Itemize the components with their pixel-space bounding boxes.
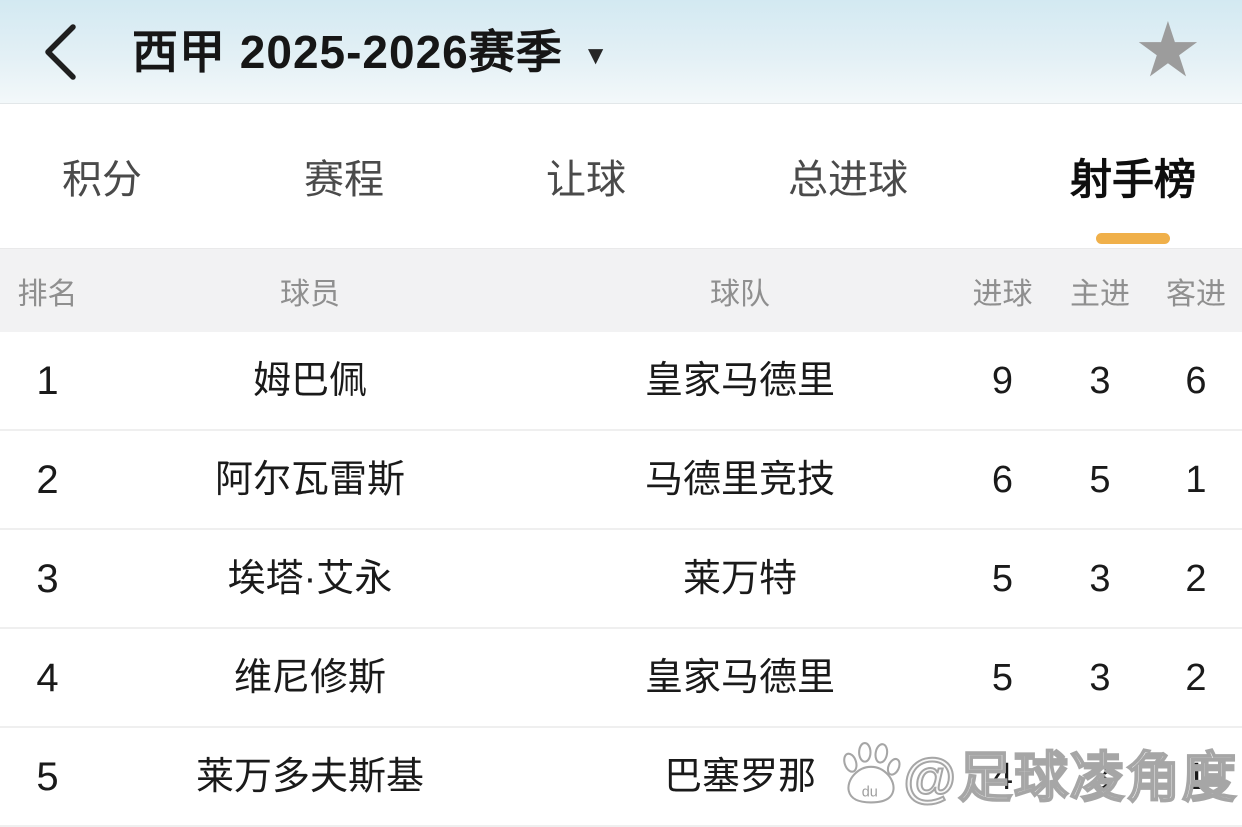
player-cell: 姆巴佩 (252, 359, 367, 402)
tab-label: 让球 (545, 158, 626, 202)
home-goals-cell: 3 (1089, 557, 1111, 600)
home-goals-cell: 3 (1089, 656, 1111, 699)
player-cell: 维尼修斯 (233, 656, 386, 699)
team-cell: 皇家马德里 (644, 359, 835, 402)
rank-cell: 1 (36, 358, 59, 403)
away-goals-cell: 2 (1185, 557, 1207, 600)
player-cell: 莱万多夫斯基 (195, 755, 424, 798)
goals-cell: 6 (991, 458, 1014, 501)
team-cell: 莱万特 (682, 557, 797, 600)
table-row[interactable]: 5 莱万多夫斯基 巴塞罗那 4 3 1 (0, 728, 1242, 827)
back-chevron-icon (45, 23, 76, 80)
home-goals-cell: 3 (1089, 359, 1111, 402)
tab-top-scorers[interactable]: 射手榜 (1070, 104, 1196, 248)
scorer-list: 1 姆巴佩 皇家马德里 9 3 6 2 阿尔瓦雷斯 马德里竞技 6 5 1 3 … (0, 332, 1242, 827)
team-cell: 马德里竞技 (644, 458, 835, 501)
table-row[interactable]: 1 姆巴佩 皇家马德里 9 3 6 (0, 332, 1242, 431)
table-header: 排名 球员 球队 进球 主进 客进 (0, 248, 1242, 332)
home-goals-cell: 5 (1089, 458, 1111, 501)
player-cell: 阿尔瓦雷斯 (214, 458, 405, 501)
away-goals-cell: 1 (1185, 458, 1207, 501)
col-player: 球员 (280, 277, 340, 311)
away-goals-cell: 6 (1185, 359, 1207, 402)
table-row[interactable]: 3 埃塔·艾永 莱万特 5 3 2 (0, 530, 1242, 629)
rank-cell: 3 (36, 556, 59, 601)
tab-schedule[interactable]: 赛程 (304, 104, 384, 248)
tab-label: 总进球 (787, 158, 908, 202)
goals-cell: 5 (991, 557, 1014, 600)
goals-cell: 5 (991, 656, 1014, 699)
table-row[interactable]: 2 阿尔瓦雷斯 马德里竞技 6 5 1 (0, 431, 1242, 530)
rank-cell: 5 (36, 754, 59, 799)
tab-total-goals[interactable]: 总进球 (788, 104, 908, 248)
player-cell: 埃塔·艾永 (227, 557, 393, 600)
goals-cell: 4 (991, 755, 1014, 798)
app-header: 西甲 2025-2026赛季 ▼ ★ (0, 0, 1242, 104)
favorite-star-icon[interactable]: ★ (1133, 8, 1202, 94)
col-rank: 排名 (17, 277, 78, 311)
away-goals-cell: 2 (1185, 656, 1207, 699)
team-cell: 皇家马德里 (644, 656, 835, 699)
league-season-selector[interactable]: 西甲 2025-2026赛季 ▼ (132, 29, 609, 75)
back-button[interactable] (40, 21, 80, 83)
table-row[interactable]: 4 维尼修斯 皇家马德里 5 3 2 (0, 629, 1242, 728)
tab-label: 赛程 (303, 158, 384, 202)
rank-cell: 4 (36, 655, 59, 700)
goals-cell: 9 (991, 359, 1014, 402)
tab-label: 积分 (62, 158, 142, 202)
col-home-goals: 主进 (1070, 277, 1130, 311)
active-tab-underline (1095, 233, 1170, 244)
rank-cell: 2 (36, 457, 59, 502)
team-cell: 巴塞罗那 (663, 755, 816, 798)
chevron-down-icon: ▼ (582, 39, 609, 70)
col-team: 球队 (710, 277, 770, 311)
col-goals: 进球 (972, 277, 1033, 311)
away-goals-cell: 1 (1185, 755, 1207, 798)
home-goals-cell: 3 (1089, 755, 1111, 798)
page-title: 西甲 2025-2026赛季 (132, 25, 563, 78)
tab-standings[interactable]: 积分 (62, 104, 142, 248)
tab-handicap[interactable]: 让球 (546, 104, 626, 248)
tab-bar: 积分 赛程 让球 总进球 射手榜 (0, 104, 1242, 248)
col-away-goals: 客进 (1166, 277, 1226, 311)
tab-label: 射手榜 (1069, 155, 1196, 203)
